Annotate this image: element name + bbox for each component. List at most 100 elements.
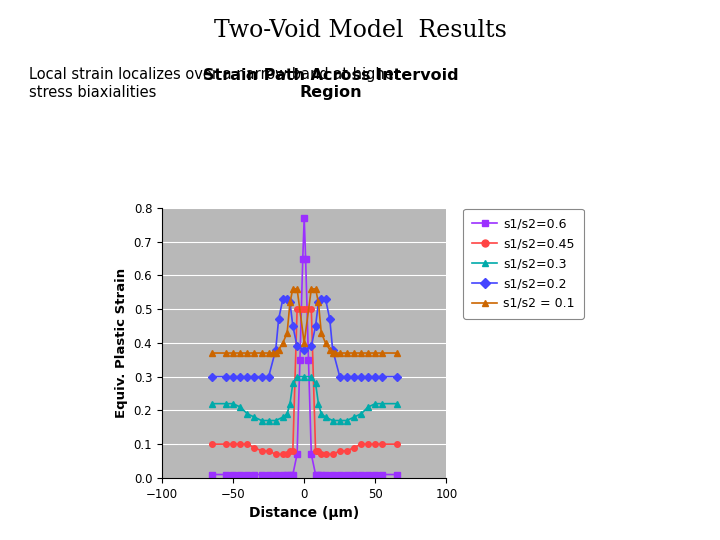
s1/s2=0.6	[301, 255, 310, 262]
s1/s2=0.45	[283, 451, 292, 457]
s1/s2=0.3	[321, 414, 330, 420]
s1/s2 = 0.1	[378, 350, 387, 356]
s1/s2=0.2	[286, 299, 294, 306]
s1/s2 = 0.1	[350, 350, 359, 356]
s1/s2=0.2	[392, 374, 401, 380]
s1/s2=0.6	[279, 471, 287, 478]
s1/s2 = 0.1	[356, 350, 365, 356]
s1/s2 = 0.1	[343, 350, 351, 356]
Line: s1/s2=0.6: s1/s2=0.6	[209, 215, 400, 477]
s1/s2=0.3	[283, 410, 292, 417]
s1/s2=0.45	[343, 448, 351, 454]
s1/s2=0.3	[300, 374, 308, 380]
s1/s2=0.2	[371, 374, 379, 380]
s1/s2=0.2	[271, 347, 280, 353]
s1/s2=0.2	[321, 296, 330, 302]
s1/s2=0.3	[236, 404, 245, 410]
s1/s2=0.3	[289, 380, 297, 387]
s1/s2 = 0.1	[289, 286, 297, 292]
s1/s2=0.45	[207, 441, 216, 447]
s1/s2=0.6	[314, 471, 323, 478]
s1/s2=0.45	[297, 306, 306, 312]
s1/s2=0.45	[317, 451, 325, 457]
s1/s2=0.2	[311, 323, 320, 329]
s1/s2=0.6	[207, 471, 216, 478]
s1/s2=0.6	[350, 471, 359, 478]
s1/s2=0.3	[222, 401, 230, 407]
s1/s2=0.3	[356, 410, 365, 417]
s1/s2=0.3	[271, 417, 280, 424]
Line: s1/s2=0.3: s1/s2=0.3	[209, 374, 400, 423]
s1/s2=0.6	[321, 471, 330, 478]
s1/s2 = 0.1	[364, 350, 372, 356]
s1/s2=0.6	[222, 471, 230, 478]
s1/s2 = 0.1	[307, 286, 315, 292]
s1/s2=0.6	[392, 471, 401, 478]
s1/s2=0.3	[328, 417, 337, 424]
s1/s2 = 0.1	[229, 350, 238, 356]
s1/s2=0.6	[271, 471, 280, 478]
Text: Strain Path Across Intervoid
Region: Strain Path Across Intervoid Region	[203, 68, 459, 100]
s1/s2 = 0.1	[222, 350, 230, 356]
s1/s2=0.2	[378, 374, 387, 380]
s1/s2=0.45	[300, 306, 308, 312]
s1/s2=0.45	[264, 448, 273, 454]
s1/s2=0.45	[392, 441, 401, 447]
s1/s2=0.6	[293, 451, 302, 457]
s1/s2=0.2	[307, 343, 315, 349]
s1/s2=0.3	[229, 401, 238, 407]
s1/s2=0.3	[264, 417, 273, 424]
s1/s2=0.6	[356, 471, 365, 478]
s1/s2=0.45	[257, 448, 266, 454]
s1/s2=0.45	[229, 441, 238, 447]
s1/s2 = 0.1	[311, 286, 320, 292]
s1/s2=0.45	[222, 441, 230, 447]
s1/s2 = 0.1	[283, 329, 292, 336]
s1/s2=0.2	[257, 374, 266, 380]
s1/s2 = 0.1	[274, 347, 283, 353]
s1/s2=0.3	[392, 401, 401, 407]
s1/s2=0.6	[304, 356, 312, 363]
s1/s2=0.6	[289, 471, 297, 478]
s1/s2=0.3	[343, 417, 351, 424]
s1/s2=0.6	[296, 356, 305, 363]
s1/s2=0.3	[364, 404, 372, 410]
s1/s2=0.6	[257, 471, 266, 478]
s1/s2 = 0.1	[207, 350, 216, 356]
s1/s2=0.3	[243, 410, 252, 417]
Text: Two-Void Model  Results: Two-Void Model Results	[214, 19, 506, 42]
Legend: s1/s2=0.6, s1/s2=0.45, s1/s2=0.3, s1/s2=0.2, s1/s2 = 0.1: s1/s2=0.6, s1/s2=0.45, s1/s2=0.3, s1/s2=…	[464, 209, 584, 319]
s1/s2=0.45	[293, 306, 302, 312]
s1/s2=0.6	[317, 471, 325, 478]
s1/s2 = 0.1	[331, 350, 340, 356]
s1/s2=0.45	[279, 451, 287, 457]
s1/s2 = 0.1	[264, 350, 273, 356]
s1/s2=0.45	[236, 441, 245, 447]
s1/s2=0.2	[364, 374, 372, 380]
s1/s2=0.45	[336, 448, 344, 454]
s1/s2=0.6	[328, 471, 337, 478]
s1/s2=0.3	[250, 414, 258, 420]
s1/s2=0.3	[311, 380, 320, 387]
s1/s2=0.3	[257, 417, 266, 424]
s1/s2 = 0.1	[236, 350, 245, 356]
s1/s2=0.3	[286, 401, 294, 407]
s1/s2 = 0.1	[293, 286, 302, 292]
s1/s2=0.6	[250, 471, 258, 478]
s1/s2 = 0.1	[269, 350, 277, 356]
s1/s2=0.2	[289, 323, 297, 329]
s1/s2=0.45	[311, 448, 320, 454]
s1/s2=0.2	[356, 374, 365, 380]
s1/s2=0.6	[283, 471, 292, 478]
s1/s2=0.3	[314, 401, 323, 407]
s1/s2 = 0.1	[286, 299, 294, 306]
s1/s2=0.3	[350, 414, 359, 420]
s1/s2=0.45	[321, 451, 330, 457]
Line: s1/s2=0.2: s1/s2=0.2	[209, 296, 400, 380]
s1/s2=0.6	[343, 471, 351, 478]
s1/s2=0.2	[236, 374, 245, 380]
s1/s2=0.45	[307, 306, 315, 312]
s1/s2=0.2	[207, 374, 216, 380]
Text: Local strain localizes over a narrow band at higher
stress biaxialities: Local strain localizes over a narrow ban…	[29, 68, 400, 100]
s1/s2=0.2	[293, 343, 302, 349]
